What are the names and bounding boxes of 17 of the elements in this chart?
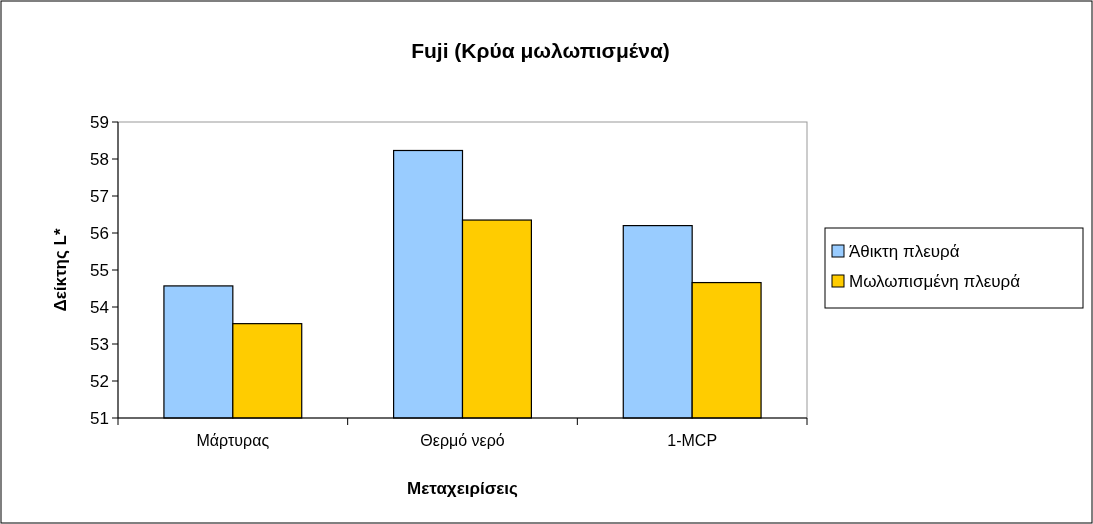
x-tick-label: Μάρτυρας: [196, 432, 270, 449]
legend-label: Άθικτη πλευρά: [849, 241, 960, 261]
y-tick-label: 52: [90, 371, 109, 391]
y-tick-label: 59: [90, 112, 109, 132]
x-tick-label: Θερμό νερό: [420, 432, 505, 449]
y-tick-label: 53: [90, 334, 109, 354]
y-tick-label: 51: [90, 408, 109, 428]
y-tick-label: 58: [90, 149, 109, 169]
y-tick-label: 55: [90, 260, 109, 280]
y-tick-label: 57: [90, 186, 109, 206]
x-axis-title: Μεταχειρίσεις: [407, 479, 519, 498]
x-tick-label: 1-MCP: [667, 432, 718, 449]
y-tick-label: 56: [90, 223, 109, 243]
y-axis-title: Δείκτης L*: [51, 228, 70, 312]
legend-label: Μωλωπισμένη πλευρά: [849, 271, 1021, 291]
y-tick-label: 54: [90, 297, 109, 317]
chart-title: Fuji (Κρύα μωλωπισμένα): [411, 39, 670, 62]
